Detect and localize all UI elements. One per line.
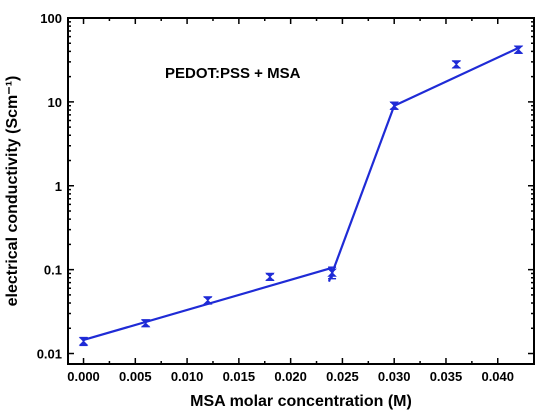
data-point	[327, 266, 337, 280]
data-point	[513, 45, 524, 54]
point-marker	[327, 268, 337, 277]
chart-annotation: PEDOT:PSS + MSA	[165, 65, 301, 82]
x-tick-label: 0.025	[326, 369, 359, 384]
fit-line	[393, 46, 519, 107]
data-point	[202, 296, 213, 305]
point-marker	[202, 296, 213, 305]
x-tick-label: 0.015	[223, 369, 256, 384]
x-tick-label: 0.040	[481, 369, 514, 384]
x-tick-label: 0.010	[171, 369, 204, 384]
point-marker	[140, 319, 151, 328]
data-point	[389, 101, 400, 110]
x-axis-label: MSA molar concentration (M)	[190, 393, 412, 410]
plot-frame	[67, 17, 535, 365]
data-point	[140, 319, 151, 328]
x-tick-label: 0.000	[67, 369, 100, 384]
data-points-layer	[78, 45, 524, 347]
x-tick-label: 0.030	[378, 369, 411, 384]
x-tick-label: 0.035	[430, 369, 463, 384]
point-marker	[265, 272, 275, 281]
y-tick-label: 1	[55, 179, 62, 194]
point-marker	[78, 337, 89, 346]
x-tick-label: 0.020	[274, 369, 307, 384]
y-tick-label: 100	[40, 11, 62, 26]
data-point	[451, 60, 462, 69]
point-marker	[389, 101, 400, 110]
point-marker	[513, 45, 524, 54]
point-marker	[451, 60, 462, 69]
y-tick-label: 10	[48, 95, 62, 110]
y-tick-label: 0.1	[44, 263, 62, 278]
data-point	[265, 272, 275, 281]
x-tick-label: 0.005	[119, 369, 152, 384]
y-tick-label: 0.01	[37, 347, 62, 362]
data-point	[78, 336, 89, 347]
fit-line	[327, 105, 396, 282]
fit-lines-layer	[83, 46, 519, 342]
y-axis-label: electrical conductivity (Scm⁻¹)	[4, 76, 21, 307]
